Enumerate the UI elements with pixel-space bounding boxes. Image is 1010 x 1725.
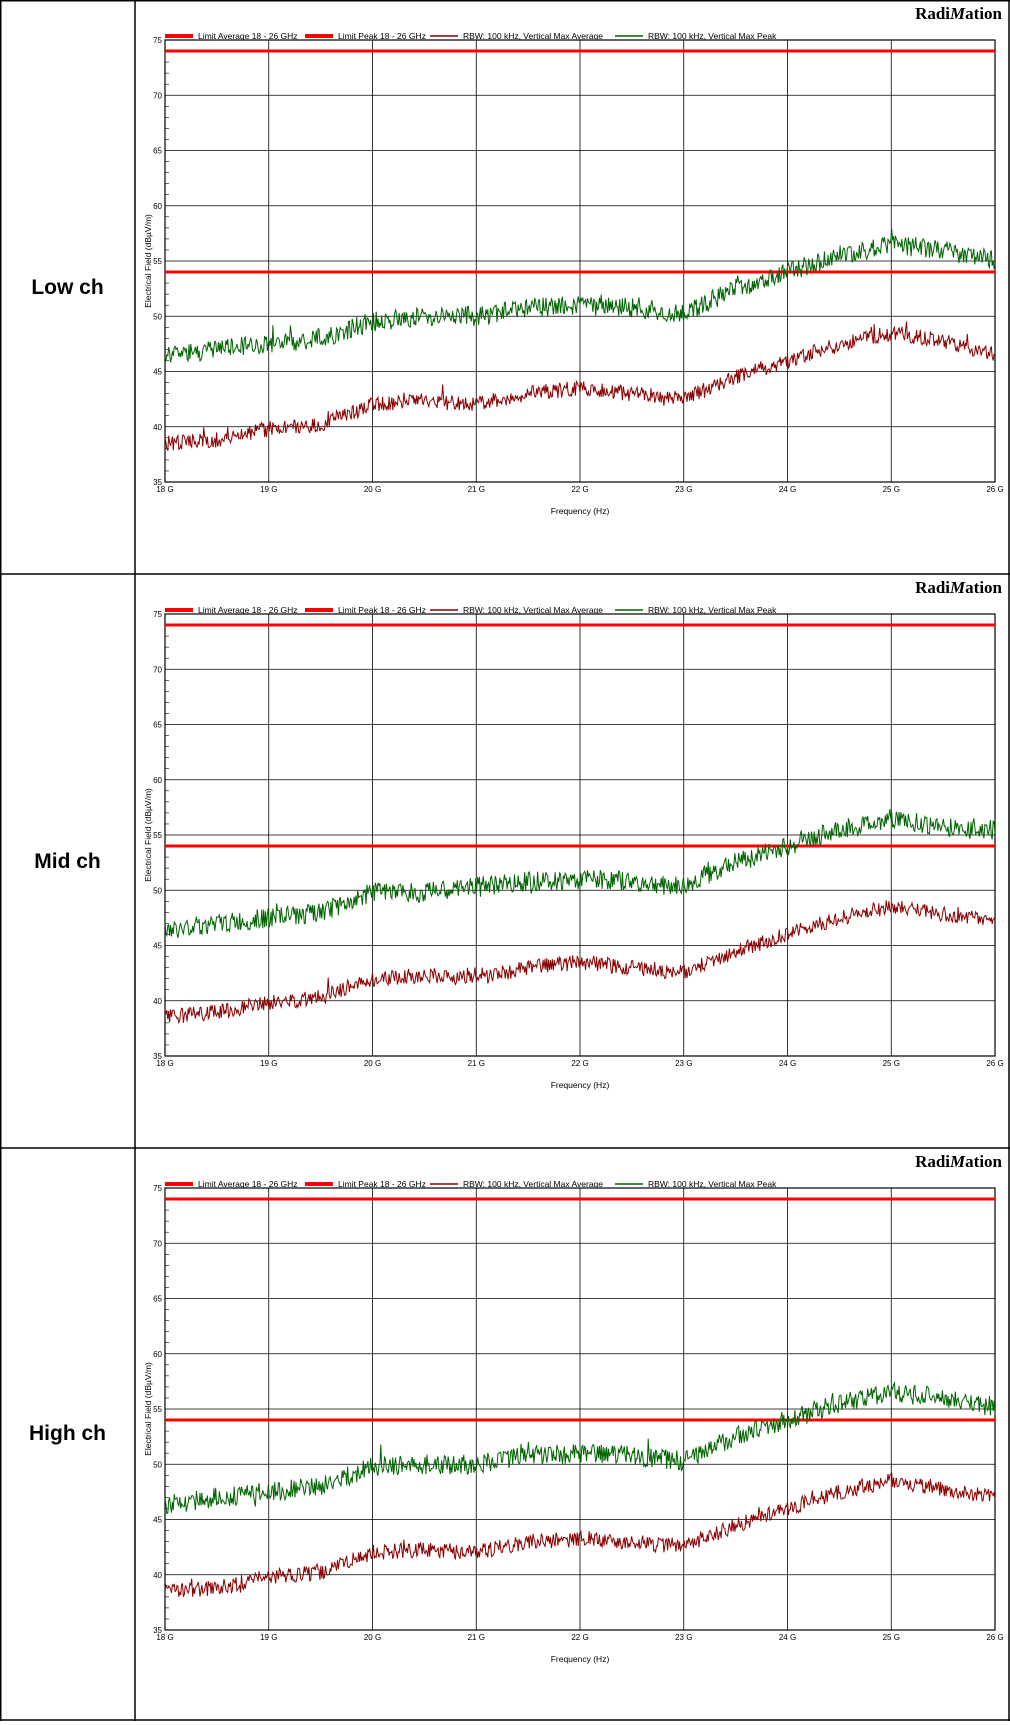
y-tick-label: 45	[153, 942, 162, 951]
x-tick-label: 22 G	[571, 1633, 588, 1642]
x-tick-label: 18 G	[156, 485, 173, 494]
y-tick-label: 45	[153, 1516, 162, 1525]
row-label-low: Low ch	[31, 276, 104, 299]
x-tick-label: 24 G	[779, 1633, 796, 1642]
legend-label: Limit Average 18 - 26 GHz	[198, 31, 298, 41]
radimation-logo: RadiMation	[915, 4, 1002, 23]
y-tick-label: 70	[153, 91, 162, 100]
chart-panel-mid: RadiMation Limit Average 18 - 26 GHz Limi…	[135, 574, 1010, 1148]
y-tick-label: 60	[153, 202, 162, 211]
y-tick-label: 75	[153, 610, 162, 619]
x-tick-label: 20 G	[364, 1059, 381, 1068]
x-tick-label: 25 G	[883, 1059, 900, 1068]
chart-panel-low: RadiMation Limit Average 18 - 26 GHz Limi…	[135, 0, 1010, 574]
y-tick-label: 55	[153, 257, 162, 266]
y-tick-label: 35	[153, 1052, 162, 1061]
y-tick-label: 35	[153, 478, 162, 487]
legend-label: RBW: 100 kHz, Vertical Max Average	[463, 31, 603, 41]
y-axis-label: Electrical Field (dBµV/m)	[143, 788, 153, 882]
chart-high: Limit Average 18 - 26 GHz Limit Peak 18 -…	[143, 1179, 1004, 1664]
legend-label: Limit Average 18 - 26 GHz	[198, 605, 298, 615]
chart-panel-high: RadiMation Limit Average 18 - 26 GHz Limi…	[135, 1148, 1010, 1720]
row-label-high: High ch	[29, 1422, 106, 1445]
x-tick-label: 20 G	[364, 485, 381, 494]
legend-label: RBW: 100 kHz, Vertical Max Peak	[648, 605, 777, 615]
y-tick-label: 75	[153, 36, 162, 45]
x-axis-label: Frequency (Hz)	[551, 506, 610, 516]
legend-label: Limit Peak 18 - 26 GHz	[338, 1179, 426, 1189]
x-tick-label: 22 G	[571, 485, 588, 494]
x-tick-label: 23 G	[675, 485, 692, 494]
y-tick-label: 65	[153, 1295, 162, 1304]
y-tick-label: 40	[153, 997, 162, 1006]
y-tick-label: 40	[153, 423, 162, 432]
x-tick-label: 25 G	[883, 1633, 900, 1642]
y-axis-label: Electrical Field (dBµV/m)	[143, 214, 153, 308]
radimation-logo: RadiMation	[915, 578, 1002, 597]
radimation-logo: RadiMation	[915, 1152, 1002, 1171]
x-tick-label: 26 G	[986, 1059, 1003, 1068]
y-tick-label: 50	[153, 1460, 162, 1469]
y-tick-label: 55	[153, 831, 162, 840]
x-tick-label: 19 G	[260, 1059, 277, 1068]
x-tick-label: 20 G	[364, 1633, 381, 1642]
series-trace	[164, 808, 996, 939]
x-tick-label: 26 G	[986, 1633, 1003, 1642]
x-tick-label: 21 G	[468, 1633, 485, 1642]
x-tick-label: 19 G	[260, 1633, 277, 1642]
y-tick-label: 50	[153, 312, 162, 321]
x-tick-label: 22 G	[571, 1059, 588, 1068]
legend-label: RBW: 100 kHz, Vertical Max Peak	[648, 1179, 777, 1189]
y-tick-label: 45	[153, 368, 162, 377]
x-tick-label: 21 G	[468, 1059, 485, 1068]
y-tick-label: 70	[153, 1239, 162, 1248]
series-trace	[164, 900, 996, 1025]
x-axis-label: Frequency (Hz)	[551, 1080, 610, 1090]
series-trace	[164, 1381, 996, 1515]
legend-label: Limit Average 18 - 26 GHz	[198, 1179, 298, 1189]
series-trace	[164, 228, 996, 363]
x-tick-label: 18 G	[156, 1059, 173, 1068]
legend-label: RBW: 100 kHz, Vertical Max Peak	[648, 31, 777, 41]
y-tick-label: 40	[153, 1571, 162, 1580]
legend-label: Limit Peak 18 - 26 GHz	[338, 605, 426, 615]
y-tick-label: 70	[153, 665, 162, 674]
x-tick-label: 23 G	[675, 1633, 692, 1642]
y-tick-label: 35	[153, 1626, 162, 1635]
legend-label: Limit Peak 18 - 26 GHz	[338, 31, 426, 41]
x-tick-label: 24 G	[779, 1059, 796, 1068]
x-tick-label: 26 G	[986, 485, 1003, 494]
y-tick-label: 55	[153, 1405, 162, 1414]
chart-low: Limit Average 18 - 26 GHz Limit Peak 18 -…	[143, 31, 1004, 516]
series-trace	[164, 1472, 996, 1597]
x-tick-label: 24 G	[779, 485, 796, 494]
row-label-mid: Mid ch	[34, 850, 101, 873]
x-axis-label: Frequency (Hz)	[551, 1654, 610, 1664]
legend-label: RBW: 100 kHz, Vertical Max Average	[463, 605, 603, 615]
y-tick-label: 50	[153, 886, 162, 895]
x-tick-label: 18 G	[156, 1633, 173, 1642]
y-tick-label: 65	[153, 721, 162, 730]
y-tick-label: 60	[153, 776, 162, 785]
x-tick-label: 23 G	[675, 1059, 692, 1068]
y-tick-label: 60	[153, 1350, 162, 1359]
legend-label: RBW: 100 kHz, Vertical Max Average	[463, 1179, 603, 1189]
y-tick-label: 65	[153, 147, 162, 156]
y-tick-label: 75	[153, 1184, 162, 1193]
x-tick-label: 19 G	[260, 485, 277, 494]
x-tick-label: 21 G	[468, 485, 485, 494]
series-trace	[164, 321, 996, 452]
x-tick-label: 25 G	[883, 485, 900, 494]
chart-mid: Limit Average 18 - 26 GHz Limit Peak 18 -…	[143, 605, 1004, 1090]
y-axis-label: Electrical Field (dBµV/m)	[143, 1362, 153, 1456]
